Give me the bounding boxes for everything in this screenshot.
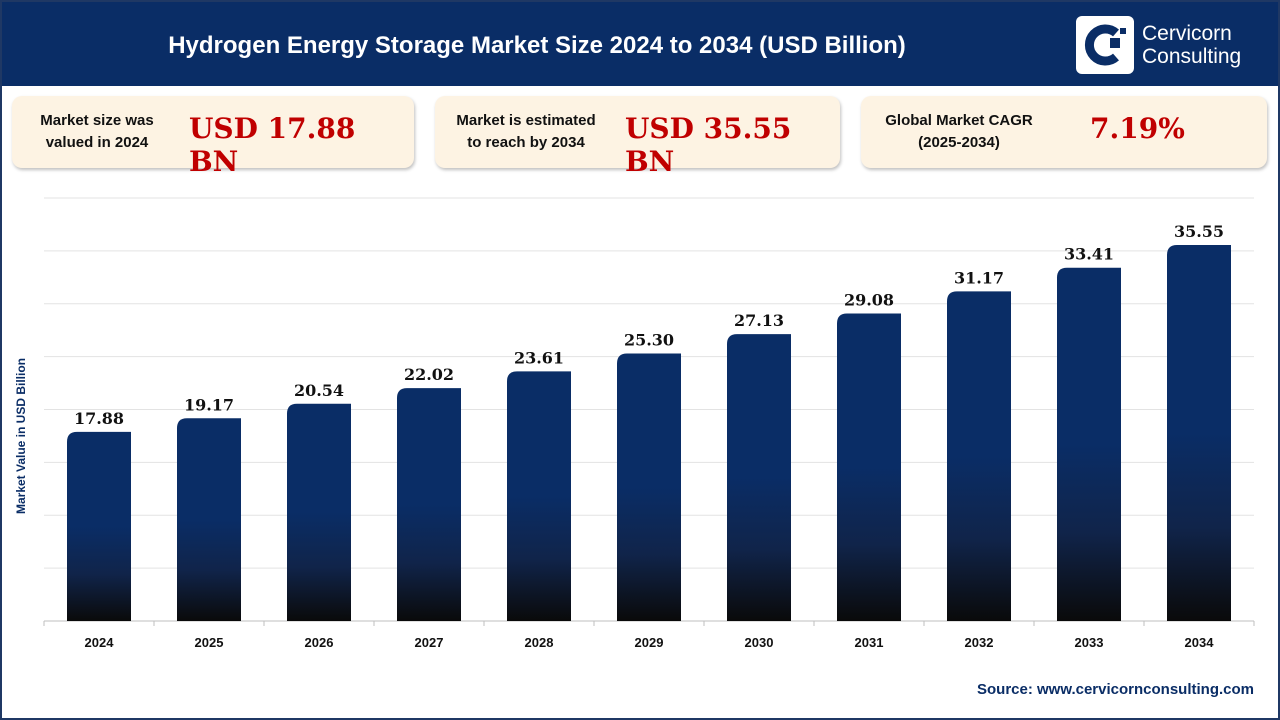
bar-2029 — [617, 353, 681, 621]
bar-2034 — [1167, 245, 1231, 621]
kpi-value: 7.19% — [1090, 112, 1185, 145]
kpi-label-line: (2025-2034) — [918, 134, 1000, 151]
data-label: 17.88 — [74, 409, 124, 428]
x-tick-label: 2030 — [745, 635, 774, 650]
logo-text: Cervicorn Consulting — [1142, 22, 1241, 68]
kpi-label: Global Market CAGR (2025-2034) — [871, 110, 1047, 154]
data-label: 27.13 — [734, 311, 784, 330]
bar-2024 — [67, 431, 131, 621]
x-tick-label: 2034 — [1185, 635, 1215, 650]
kpi-value: USD 17.88 BN — [189, 112, 356, 178]
page-title: Hydrogen Energy Storage Market Size 2024… — [168, 32, 906, 59]
x-tick-label: 2032 — [965, 635, 994, 650]
data-label: 23.61 — [514, 348, 564, 367]
data-label: 25.30 — [624, 330, 674, 349]
data-label: 33.41 — [1064, 245, 1114, 264]
kpi-label-line: Global Market CAGR — [885, 112, 1033, 129]
source-note: Source: www.cervicornconsulting.com — [976, 681, 1254, 698]
x-tick-label: 2033 — [1075, 635, 1104, 650]
bar-2033 — [1057, 267, 1121, 621]
logo-mark-icon — [1076, 16, 1134, 74]
data-label: 22.02 — [404, 365, 454, 384]
bar-2030 — [727, 334, 791, 621]
logo-line-2: Consulting — [1142, 45, 1242, 68]
data-label: 29.08 — [844, 290, 894, 309]
bar-2025 — [177, 418, 241, 621]
kpi-label: Market size was valued in 2024 — [28, 110, 166, 154]
logo-line-1: Cervicorn — [1142, 22, 1232, 45]
bar-2032 — [947, 291, 1011, 621]
data-label: 35.55 — [1174, 222, 1224, 241]
x-tick-label: 2025 — [195, 635, 224, 650]
x-tick-label: 2027 — [415, 635, 444, 650]
bar-2026 — [287, 403, 351, 621]
header-bar: Hydrogen Energy Storage Market Size 2024… — [2, 2, 1278, 86]
data-label: 19.17 — [184, 395, 234, 414]
y-axis-label: Market Value in USD Billion — [14, 357, 28, 515]
data-label: 20.54 — [294, 381, 344, 400]
x-tick-label: 2024 — [85, 635, 115, 650]
bar-2031 — [837, 313, 901, 621]
kpi-label-line: Market is estimated — [456, 112, 596, 129]
x-tick-label: 2028 — [525, 635, 554, 650]
kpi-card-market-2024: Market size was valued in 2024 USD 17.88… — [12, 96, 414, 178]
x-tick-label: 2026 — [305, 635, 334, 650]
x-tick-label: 2029 — [635, 635, 664, 650]
company-logo: Cervicorn Consulting — [1076, 16, 1266, 74]
x-tick-label: 2031 — [855, 635, 884, 650]
bar-2028 — [507, 371, 571, 621]
kpi-value: USD 35.55 BN — [625, 112, 792, 178]
kpi-card-cagr: Global Market CAGR (2025-2034) 7.19% — [861, 96, 1267, 168]
kpi-label-line: to reach by 2034 — [467, 134, 585, 151]
kpi-label-line: valued in 2024 — [45, 134, 149, 151]
kpi-label: Market is estimated to reach by 2034 — [443, 110, 609, 154]
kpi-label-line: Market size was — [40, 112, 154, 129]
data-label: 31.17 — [954, 268, 1004, 287]
bar-2027 — [397, 388, 461, 621]
bar-chart: 17.88 2024 19.17 2025 20.54 2026 22.02 2027 23.6… — [43, 197, 1255, 650]
kpi-card-market-2034: Market is estimated to reach by 2034 USD… — [435, 96, 840, 178]
